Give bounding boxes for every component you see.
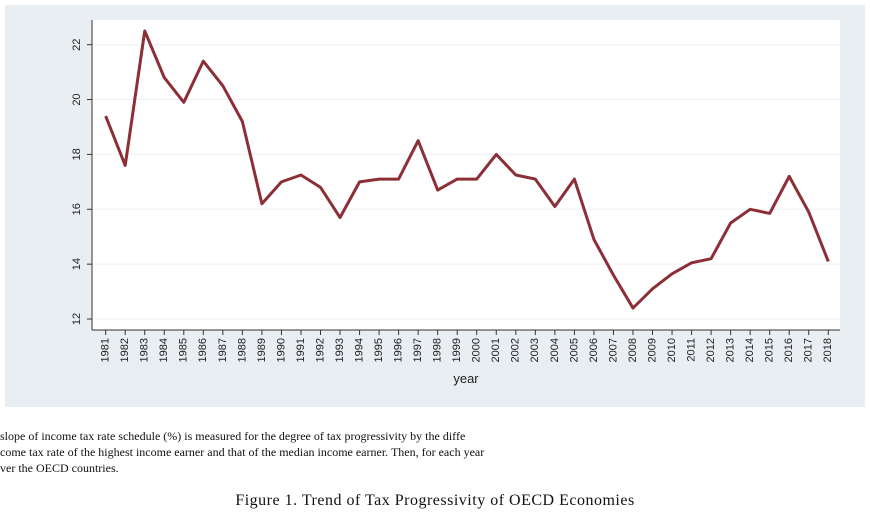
x-tick-label: 2000 (471, 338, 483, 362)
x-tick-label: 1998 (432, 338, 444, 362)
chart: year 12 14 16 18 20 22 1981 1982 1983 1984 1985 198… (5, 5, 865, 407)
x-tick-label: 1989 (256, 338, 268, 362)
x-tick-label: 2009 (646, 338, 658, 362)
x-tick-label: 2001 (490, 338, 502, 362)
x-tick-label: 1986 (197, 338, 209, 362)
x-tick-label: 2017 (803, 338, 815, 362)
y-tick-label: 12 (71, 313, 83, 325)
y-tick-label: 20 (71, 93, 83, 105)
x-tick-label: 1985 (178, 338, 190, 362)
notes: slope of income tax rate schedule (%) is… (0, 428, 870, 476)
x-tick-label: 2006 (588, 338, 600, 362)
x-tick-label: 1983 (139, 338, 151, 362)
x-tick-label: 2003 (529, 338, 541, 362)
plot-area (92, 20, 840, 330)
y-tick-label: 18 (71, 148, 83, 160)
x-tick-label: 1996 (393, 338, 405, 362)
note-line: slope of income tax rate schedule (%) is… (0, 429, 466, 443)
x-tick-label: 2008 (627, 338, 639, 362)
x-tick-label: 1984 (158, 338, 170, 362)
figure-caption: Figure 1. Trend of Tax Progressivity of … (235, 492, 635, 509)
x-tick-label: 1982 (119, 338, 131, 362)
x-tick-label: 1981 (100, 338, 112, 362)
x-tick-label: 2002 (510, 338, 522, 362)
x-tick-label: 1993 (334, 338, 346, 362)
data-line (104, 29, 830, 310)
x-tick-label: 2007 (607, 338, 619, 362)
x-tick-label: 2015 (764, 338, 776, 362)
x-tick-label: 2012 (705, 338, 717, 362)
x-tick-label: 1992 (314, 338, 326, 362)
x-tick-label: 1988 (236, 338, 248, 362)
x-tick-label: 2018 (822, 338, 834, 362)
x-tick-label: 2010 (666, 338, 678, 362)
note-line: come tax rate of the highest income earn… (0, 445, 485, 459)
x-tick-label: 2011 (685, 338, 697, 362)
x-tick-label: 1999 (451, 338, 463, 362)
x-tick-label: 2014 (744, 338, 756, 362)
x-tick-label: 1994 (353, 338, 365, 362)
y-tick-label: 14 (71, 258, 83, 270)
x-tick-label: 1990 (275, 338, 287, 362)
x-tick-label: 2013 (725, 338, 737, 362)
y-tick-label: 22 (71, 39, 83, 51)
x-axis-label: year (453, 371, 479, 386)
x-tick-label: 2004 (549, 338, 561, 362)
note-line: ver the OECD countries. (0, 461, 119, 475)
x-tick-label: 2005 (568, 338, 580, 362)
x-tick-label: 2016 (783, 338, 795, 362)
x-tick-label: 1991 (295, 338, 307, 362)
x-tick-label: 1987 (217, 338, 229, 362)
y-tick-label: 16 (71, 203, 83, 215)
x-tick-label: 1995 (373, 338, 385, 362)
x-tick-label: 1997 (412, 338, 424, 362)
